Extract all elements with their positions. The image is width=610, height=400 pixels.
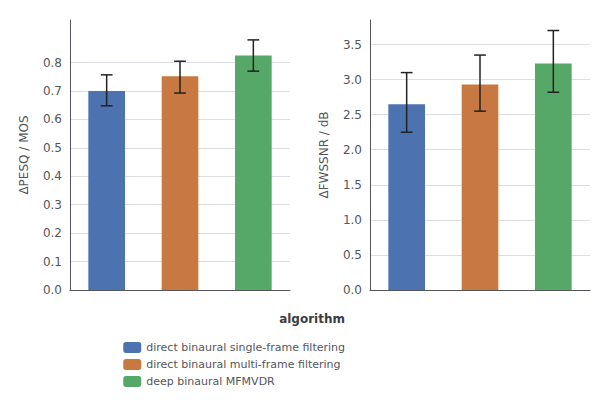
svg-text:ΔPESQ / MOS: ΔPESQ / MOS — [17, 115, 31, 194]
svg-text:1.5: 1.5 — [343, 178, 362, 192]
svg-text:3.5: 3.5 — [343, 38, 362, 52]
svg-text:2.5: 2.5 — [343, 108, 362, 122]
svg-text:0.2: 0.2 — [43, 226, 62, 240]
svg-text:ΔFWSSNR / dB: ΔFWSSNR / dB — [317, 111, 331, 198]
svg-text:direct binaural single-frame f: direct binaural single-frame filtering — [146, 341, 345, 354]
svg-text:direct binaural multi-frame fi: direct binaural multi-frame filtering — [146, 358, 340, 371]
svg-text:0.0: 0.0 — [43, 283, 62, 297]
svg-text:0.3: 0.3 — [43, 198, 62, 212]
svg-text:2.0: 2.0 — [343, 143, 362, 157]
svg-text:algorithm: algorithm — [279, 312, 345, 326]
svg-text:0.5: 0.5 — [43, 141, 62, 155]
svg-text:1.0: 1.0 — [343, 213, 362, 227]
svg-text:0.8: 0.8 — [43, 56, 62, 70]
svg-text:0.6: 0.6 — [43, 112, 62, 126]
svg-text:0.7: 0.7 — [43, 84, 62, 98]
svg-text:3.0: 3.0 — [343, 73, 362, 87]
svg-text:deep binaural MFMVDR: deep binaural MFMVDR — [146, 375, 275, 388]
svg-text:0.5: 0.5 — [343, 248, 362, 262]
svg-text:0.1: 0.1 — [43, 255, 62, 269]
svg-text:0.4: 0.4 — [43, 169, 62, 183]
svg-text:0.0: 0.0 — [343, 283, 362, 297]
